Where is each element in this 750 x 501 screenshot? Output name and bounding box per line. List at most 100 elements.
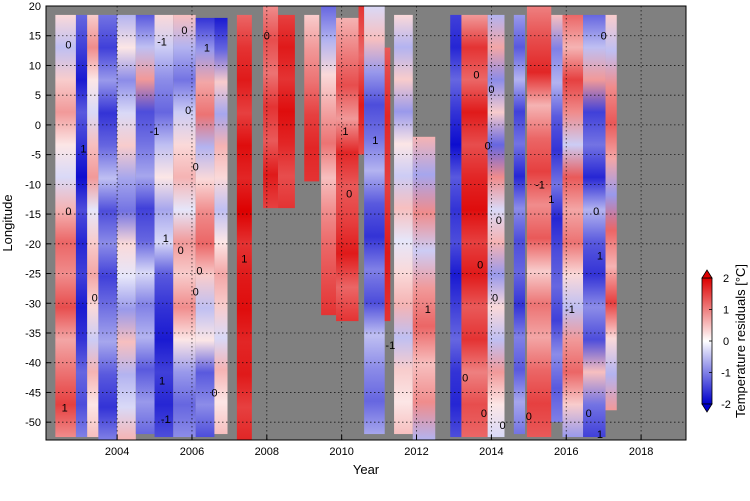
data-strip <box>461 14 488 438</box>
data-strip <box>336 17 359 322</box>
x-axis-label: Year <box>353 462 380 477</box>
y-tick-label: -35 <box>25 328 41 340</box>
contour-label: 0 <box>601 31 607 43</box>
contour-label: 0 <box>473 69 479 81</box>
y-tick-label: 5 <box>35 90 41 102</box>
plot-frame <box>45 5 687 441</box>
contour-label: 1 <box>372 135 378 147</box>
data-strip <box>98 14 118 440</box>
data-strip <box>87 14 99 438</box>
data-strip <box>605 14 617 411</box>
data-strip <box>551 14 563 423</box>
y-axis-label: Longitude <box>0 194 15 251</box>
colorbar-tick-label: -2 <box>721 399 731 411</box>
y-axis-ticks: 20 15 10 5 0 -5 -10 -15 -20 -25 -30 -35 -40 -45 -50 <box>25 1 51 429</box>
x-tick-label: 2010 <box>329 446 353 458</box>
data-strip <box>195 17 215 438</box>
data-strip <box>450 14 462 438</box>
data-strip <box>562 14 584 438</box>
contour-label: 0 <box>477 260 483 272</box>
y-tick-label: -15 <box>25 209 41 221</box>
colorbar-extend-max <box>701 269 713 279</box>
data-strip <box>154 14 174 438</box>
contour-label: 1 <box>597 429 603 441</box>
contour-label: 0 <box>485 141 491 153</box>
y-tick-label: -10 <box>25 179 41 191</box>
data-strip <box>394 14 413 435</box>
contour-label: 0 <box>211 387 217 399</box>
data-strip <box>135 14 155 435</box>
contour-labels-layer: 0010-1010-10100010-111110-1000000000-110… <box>62 25 607 441</box>
contour-label: 1 <box>548 194 554 206</box>
x-tick-label: 2008 <box>255 446 279 458</box>
data-strip <box>117 14 136 440</box>
colorbar-extend-min <box>701 403 713 413</box>
contour-label: 1 <box>241 254 247 266</box>
x-tick-label: 2014 <box>479 446 503 458</box>
contour-label: -1 <box>385 340 395 352</box>
y-tick-label: 0 <box>35 120 41 132</box>
y-tick-label: -25 <box>25 269 41 281</box>
contour-label: 1 <box>163 233 169 245</box>
contour-label: 1 <box>597 251 603 263</box>
data-strip <box>173 14 196 438</box>
y-tick-label: -45 <box>25 387 41 399</box>
contour-label: 1 <box>80 144 86 156</box>
data-strip <box>55 14 76 438</box>
contour-label: 0 <box>496 215 502 227</box>
y-tick-label: -30 <box>25 298 41 310</box>
x-tick-label: 2018 <box>629 446 653 458</box>
data-strip <box>583 14 606 438</box>
data-strip <box>487 14 505 438</box>
contour-label: 0 <box>492 292 498 304</box>
y-tick-label: 20 <box>29 1 41 13</box>
data-strip <box>364 6 385 435</box>
data-strip <box>358 6 365 155</box>
contour-label: 0 <box>65 206 71 218</box>
y-tick-label: -50 <box>25 417 41 429</box>
data-strip <box>384 47 391 322</box>
y-tick-label: 10 <box>29 60 41 72</box>
data-strip <box>412 136 436 440</box>
y-tick-label: -20 <box>25 239 41 251</box>
colorbar: 2 1 0 -1 -2 <box>701 269 731 413</box>
data-strip <box>263 6 279 209</box>
x-axis-ticks: 2004 2006 2008 2010 2012 2014 2016 2018 <box>105 435 653 458</box>
data-strip <box>513 14 526 435</box>
y-tick-label: -5 <box>31 150 41 162</box>
colorbar-tick-label: 0 <box>723 336 729 348</box>
contour-label: 0 <box>193 162 199 174</box>
contour-label: 0 <box>526 411 532 423</box>
contour-label: 0 <box>346 188 352 200</box>
x-tick-label: 2016 <box>554 446 578 458</box>
contour-label: 0 <box>193 286 199 298</box>
data-strip <box>214 17 228 435</box>
data-strip <box>75 14 88 438</box>
contour-label: -1 <box>535 179 545 191</box>
contour-label: 0 <box>264 31 270 43</box>
colorbar-tick-label: -1 <box>721 368 731 380</box>
contour-label: -1 <box>157 37 167 49</box>
contour-label: 1 <box>425 304 431 316</box>
x-tick-label: 2004 <box>105 446 129 458</box>
contour-label: 1 <box>62 402 68 414</box>
contour-label: 0 <box>488 84 494 96</box>
contour-label: -1 <box>150 126 160 138</box>
contour-label: 0 <box>586 408 592 420</box>
contour-label: 1 <box>204 43 210 55</box>
contour-label: 0 <box>181 25 187 37</box>
contour-label: 0 <box>196 266 202 278</box>
contour-label: 0 <box>500 420 506 432</box>
colorbar-label: Temperature residuals [°C] <box>733 264 748 418</box>
contour-label: -1 <box>161 414 171 426</box>
colorbar-tick-label: 1 <box>723 305 729 317</box>
contour-label: -1 <box>565 304 575 316</box>
contour-label: 0 <box>185 105 191 117</box>
contour-label: 0 <box>178 245 184 257</box>
contour-label: 0 <box>593 206 599 218</box>
y-tick-label: -40 <box>25 358 41 370</box>
y-tick-label: 15 <box>29 31 41 43</box>
colorbar-tick-label: 2 <box>723 273 729 285</box>
x-tick-label: 2006 <box>180 446 204 458</box>
